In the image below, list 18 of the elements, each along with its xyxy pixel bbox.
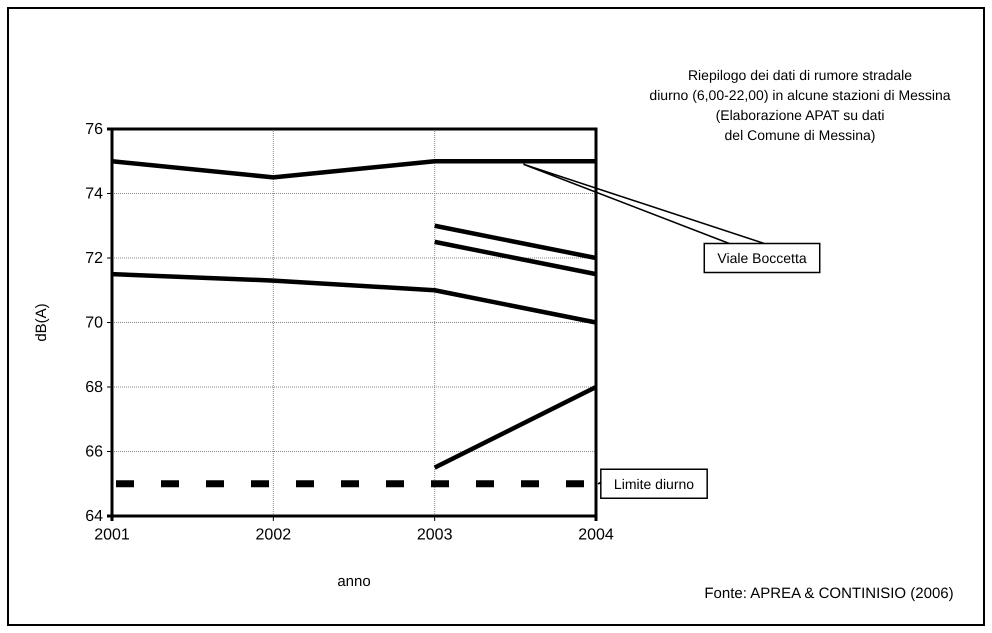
text: (Elaborazione APAT su dati del Comune di Messina) bbox=[716, 107, 884, 143]
x-axis-title: anno bbox=[337, 573, 371, 590]
x-tick-label: 2001 bbox=[94, 526, 130, 544]
y-axis-title: dB(A) bbox=[33, 303, 50, 342]
y-tick-label: 72 bbox=[85, 250, 104, 268]
y-tick-label: 74 bbox=[85, 186, 104, 203]
y-tick-label: 76 bbox=[85, 121, 104, 138]
x-tick-label: 2002 bbox=[256, 526, 292, 544]
ref-line-label: Limite diurno bbox=[614, 476, 694, 492]
y-tick-label: 66 bbox=[85, 444, 104, 461]
text: Riepilogo dei dati di rumore stradale diurno (6,00-22,00) in alcune stazioni di Messina bbox=[649, 67, 951, 103]
text: Viale Boccetta bbox=[717, 250, 807, 266]
y-tick-label: 70 bbox=[85, 314, 104, 332]
x-tick-label: 2003 bbox=[416, 526, 453, 544]
source-note: Fonte: APREA & CONTINISIO (2006) bbox=[704, 585, 954, 602]
x-tick-label: 2004 bbox=[578, 526, 614, 544]
y-tick-label: 64 bbox=[85, 508, 104, 526]
y-tick-label: 68 bbox=[85, 379, 104, 396]
